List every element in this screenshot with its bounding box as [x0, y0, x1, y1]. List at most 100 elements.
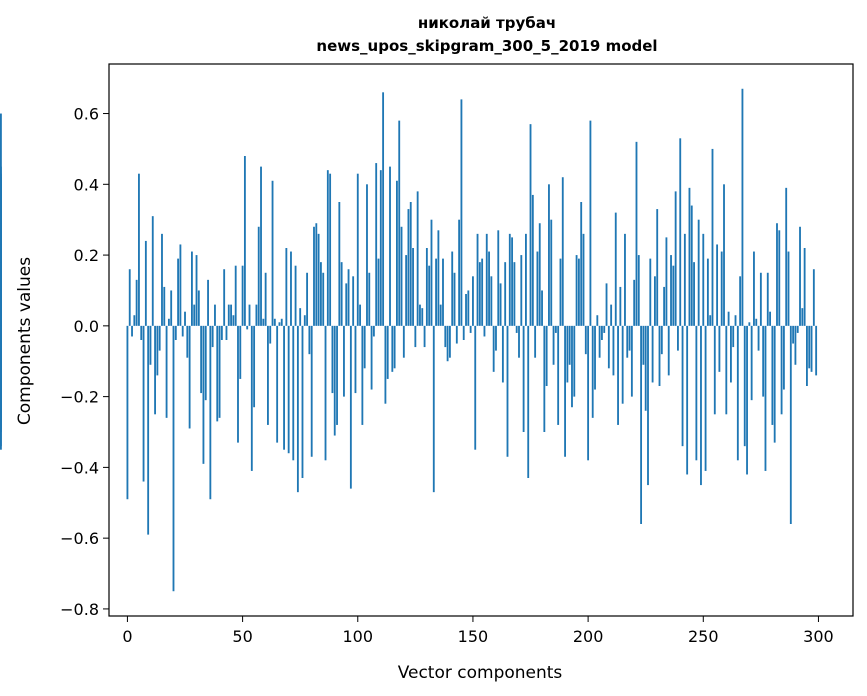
bar	[621, 325, 624, 404]
bar	[301, 325, 304, 478]
bar	[234, 265, 237, 326]
bar	[644, 325, 647, 411]
bar	[504, 262, 507, 326]
bar	[448, 325, 451, 358]
bar	[665, 237, 668, 326]
bar	[216, 325, 219, 422]
bar	[702, 233, 705, 326]
bar	[633, 279, 636, 326]
bar	[343, 325, 345, 397]
bar	[543, 325, 546, 432]
bar	[787, 251, 790, 326]
bar	[554, 325, 557, 333]
bar	[393, 325, 396, 369]
bar	[188, 325, 191, 429]
bar	[202, 325, 205, 464]
bar	[501, 325, 504, 383]
bar	[363, 325, 366, 369]
bar	[243, 156, 246, 326]
bar	[455, 325, 458, 344]
bar	[271, 180, 274, 326]
bar	[0, 325, 2, 450]
bar	[660, 325, 663, 355]
bar	[313, 226, 315, 326]
bar	[322, 272, 325, 326]
bar	[276, 325, 279, 443]
bar	[200, 325, 203, 394]
bar	[269, 325, 272, 344]
bar	[642, 325, 645, 365]
bar	[573, 325, 576, 397]
bar	[575, 255, 578, 326]
bar	[292, 325, 295, 461]
bar	[412, 248, 414, 326]
bar	[458, 219, 461, 326]
bar	[656, 209, 659, 326]
bar	[651, 325, 654, 383]
bar	[755, 318, 758, 326]
bar	[184, 311, 186, 326]
bar	[214, 304, 216, 326]
bar	[495, 325, 497, 351]
bar	[488, 251, 490, 326]
bar	[732, 325, 735, 348]
bar	[310, 325, 313, 457]
bar	[594, 325, 596, 390]
bar	[248, 304, 251, 326]
bar	[605, 283, 608, 326]
bar	[165, 325, 168, 418]
bar	[149, 325, 152, 365]
bar	[128, 269, 131, 326]
bar	[683, 233, 686, 326]
bar	[453, 272, 456, 326]
x-tick-label: 50	[232, 627, 252, 646]
bar	[209, 325, 212, 500]
bar	[154, 325, 156, 415]
bar	[485, 233, 488, 326]
bar	[706, 258, 709, 326]
bar	[630, 325, 633, 397]
bar	[405, 255, 408, 326]
bar	[333, 325, 336, 436]
bar	[294, 265, 297, 326]
bar	[400, 226, 403, 326]
bar	[253, 325, 256, 408]
bar	[225, 325, 228, 340]
bar	[476, 233, 479, 326]
bar	[384, 325, 387, 404]
chart-title: николай трубач	[418, 14, 556, 32]
bar	[688, 187, 691, 326]
bar	[723, 184, 725, 326]
bar	[571, 325, 573, 408]
bar	[432, 325, 435, 493]
bar	[451, 251, 454, 326]
bar	[812, 269, 815, 326]
bar	[718, 325, 721, 372]
bar	[674, 191, 677, 326]
bar	[612, 325, 615, 376]
bar	[782, 325, 785, 390]
bar	[568, 325, 571, 365]
bar	[207, 279, 209, 326]
bar	[170, 290, 173, 326]
x-tick-label: 100	[342, 627, 373, 646]
bar	[158, 325, 161, 351]
bar	[303, 315, 306, 326]
bar	[223, 269, 226, 326]
bar	[672, 265, 675, 326]
bar	[246, 325, 249, 330]
bar	[647, 325, 649, 486]
bar	[559, 258, 562, 326]
bar	[508, 233, 511, 326]
bar	[548, 184, 550, 326]
bar	[306, 272, 309, 326]
bar	[421, 308, 424, 326]
bar	[736, 325, 739, 461]
bar	[147, 325, 150, 535]
bar	[368, 272, 371, 326]
y-tick-label: 0.2	[74, 246, 99, 265]
bar	[628, 325, 631, 351]
bar	[598, 325, 601, 358]
bar	[359, 304, 361, 326]
bar	[425, 248, 428, 326]
